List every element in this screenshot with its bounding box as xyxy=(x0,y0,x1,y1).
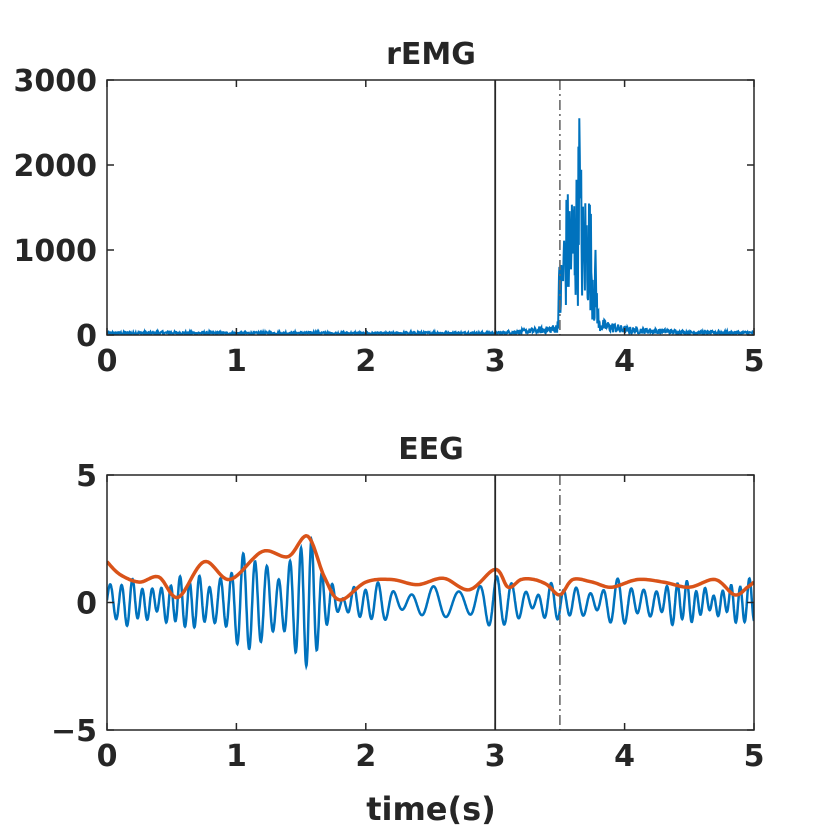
y-tick-label: −5 xyxy=(51,714,97,749)
x-tick-label: 0 xyxy=(97,739,118,774)
remg-signal-line xyxy=(107,118,754,335)
axes-box xyxy=(106,79,755,336)
x-tick-label: 4 xyxy=(614,739,635,774)
eeg-envelope-line xyxy=(107,534,754,602)
remg-panel: rEMG 0 1 2 3 4 5 0 1000 2000 3000 xyxy=(14,37,765,379)
x-tick-label: 3 xyxy=(485,344,506,379)
x-tick-label: 5 xyxy=(744,739,765,774)
eeg-panel: EEG 0 1 2 3 4 5−505 time(s) xyxy=(51,432,764,828)
x-axis-label: time(s) xyxy=(366,790,496,828)
remg-title: rEMG xyxy=(386,37,476,72)
series-group xyxy=(107,534,754,671)
y-tick-label: 5 xyxy=(76,459,97,494)
x-tick-label: 3 xyxy=(485,739,506,774)
x-tick-label: 0 xyxy=(97,344,118,379)
eeg-signal-line xyxy=(107,535,754,671)
x-tick-label: 1 xyxy=(226,344,247,379)
x-tick-label: 2 xyxy=(355,344,376,379)
y-tick-label: 0 xyxy=(76,587,97,622)
x-tick-label: 1 xyxy=(226,739,247,774)
x-tick-label: 5 xyxy=(744,344,765,379)
y-tick-label: 3000 xyxy=(14,64,98,99)
y-tick-label: 1000 xyxy=(14,234,98,269)
series-group xyxy=(107,118,754,335)
y-tick-label: 2000 xyxy=(14,149,98,184)
x-tick-label: 2 xyxy=(355,739,376,774)
eeg-title: EEG xyxy=(398,432,464,467)
y-tick-label: 0 xyxy=(76,319,97,354)
eeg-plot-area: 0 1 2 3 4 5−505 xyxy=(51,459,764,774)
remg-plot-area: 0 1 2 3 4 5 0 1000 2000 3000 xyxy=(14,64,765,379)
axes-box xyxy=(106,474,755,731)
x-tick-label: 4 xyxy=(614,344,635,379)
